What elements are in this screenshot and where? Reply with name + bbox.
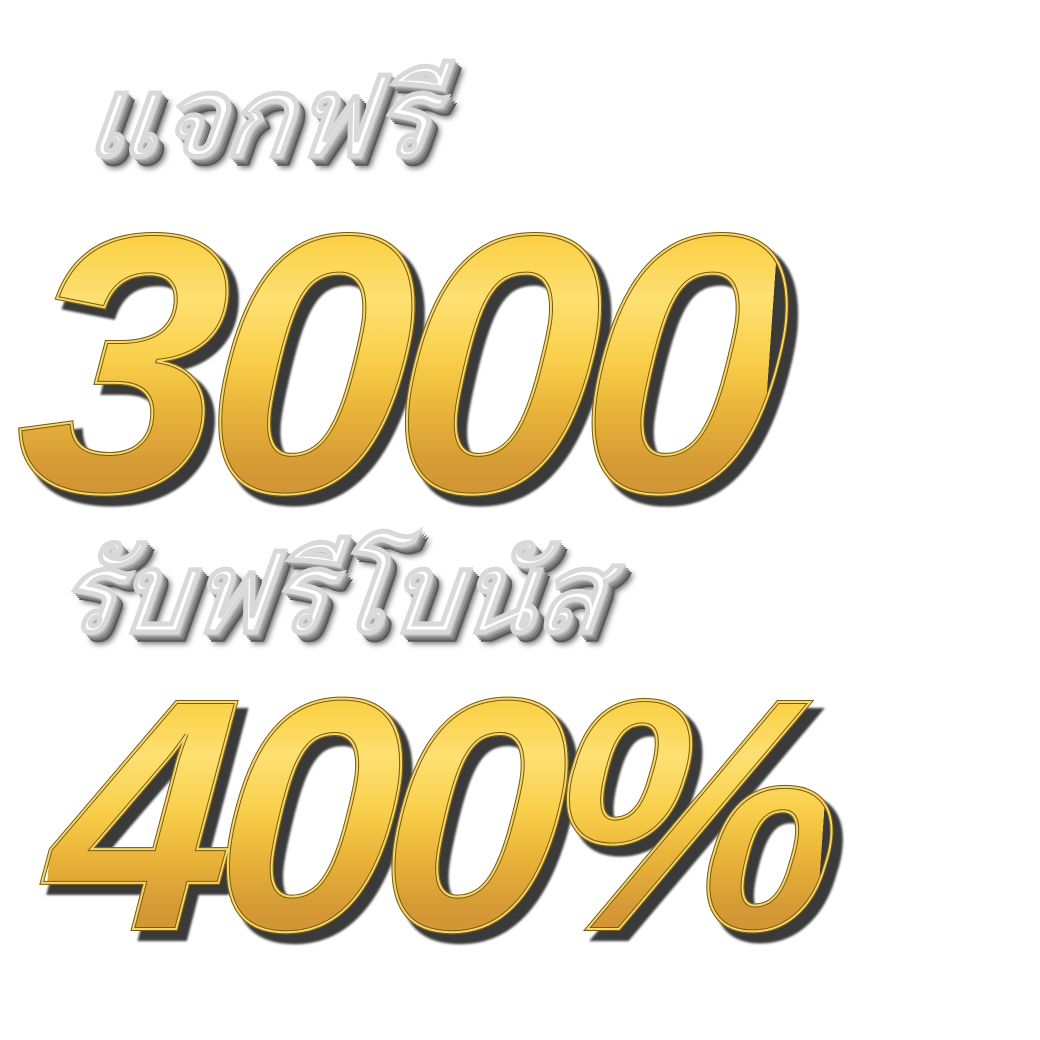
amount-highlight: 3000 [7,157,784,570]
amount-text: 3000 3000 3000 [6,156,795,581]
bonus-percent-text: 400% 400% 400% [37,628,848,1011]
bonus-highlight: 400% [38,629,838,1000]
